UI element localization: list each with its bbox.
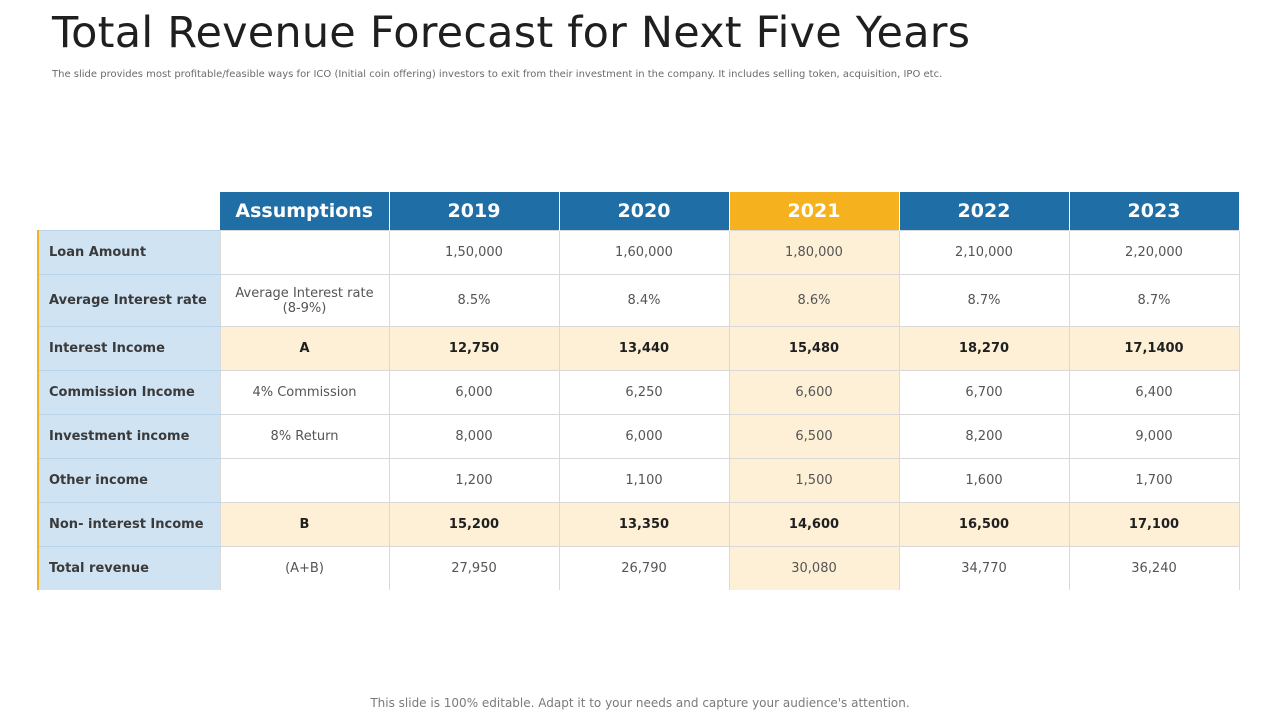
value-cell: 15,480 bbox=[728, 326, 900, 371]
header-corner bbox=[38, 192, 220, 231]
table-row-total-revenue: Total revenue (A+B) 27,950 26,790 30,080… bbox=[37, 546, 1240, 590]
value-cell: 6,400 bbox=[1068, 370, 1240, 415]
value-cell: 6,500 bbox=[728, 414, 900, 459]
value-cell: 6,250 bbox=[558, 370, 730, 415]
value-cell: 8.4% bbox=[558, 274, 730, 327]
value-cell: 6,700 bbox=[898, 370, 1070, 415]
table-row-commission-income: Commission Income 4% Commission 6,000 6,… bbox=[37, 370, 1240, 415]
assumption-cell bbox=[219, 230, 390, 275]
value-cell: 17,100 bbox=[1068, 502, 1240, 547]
value-cell: 15,200 bbox=[388, 502, 560, 547]
table-row-investment-income: Investment income 8% Return 8,000 6,000 … bbox=[37, 414, 1240, 459]
value-cell: 2,10,000 bbox=[898, 230, 1070, 275]
row-label: Non- interest Income bbox=[37, 502, 221, 547]
row-label: Total revenue bbox=[37, 546, 221, 590]
value-cell: 9,000 bbox=[1068, 414, 1240, 459]
row-label: Average Interest rate bbox=[37, 274, 221, 327]
header-year-2020: 2020 bbox=[559, 192, 730, 231]
header-year-2021: 2021 bbox=[729, 192, 900, 231]
row-label: Other income bbox=[37, 458, 221, 503]
value-cell: 8,000 bbox=[388, 414, 560, 459]
value-cell: 26,790 bbox=[558, 546, 730, 590]
value-cell: 1,600 bbox=[898, 458, 1070, 503]
header-year-2022: 2022 bbox=[899, 192, 1070, 231]
value-cell: 1,100 bbox=[558, 458, 730, 503]
value-cell: 6,000 bbox=[388, 370, 560, 415]
slide-title: Total Revenue Forecast for Next Five Yea… bbox=[52, 8, 971, 58]
value-cell: 8.5% bbox=[388, 274, 560, 327]
slide-subtitle: The slide provides most profitable/feasi… bbox=[52, 69, 943, 80]
table-row-average-interest-rate: Average Interest rate Average Interest r… bbox=[37, 274, 1240, 327]
value-cell: 6,000 bbox=[558, 414, 730, 459]
value-cell: 12,750 bbox=[388, 326, 560, 371]
value-cell: 1,700 bbox=[1068, 458, 1240, 503]
table-row-other-income: Other income 1,200 1,100 1,500 1,600 1,7… bbox=[37, 458, 1240, 503]
value-cell: 1,200 bbox=[388, 458, 560, 503]
value-cell: 1,60,000 bbox=[558, 230, 730, 275]
row-label: Commission Income bbox=[37, 370, 221, 415]
value-cell: 2,20,000 bbox=[1068, 230, 1240, 275]
assumption-cell: (A+B) bbox=[219, 546, 390, 590]
header-year-2023: 2023 bbox=[1069, 192, 1240, 231]
value-cell: 8.7% bbox=[1068, 274, 1240, 327]
header-assumptions: Assumptions bbox=[220, 192, 390, 231]
value-cell: 8.7% bbox=[898, 274, 1070, 327]
assumption-cell: A bbox=[219, 326, 390, 371]
value-cell: 34,770 bbox=[898, 546, 1070, 590]
value-cell: 13,440 bbox=[558, 326, 730, 371]
value-cell: 27,950 bbox=[388, 546, 560, 590]
table-row-loan-amount: Loan Amount 1,50,000 1,60,000 1,80,000 2… bbox=[37, 230, 1240, 275]
value-cell: 14,600 bbox=[728, 502, 900, 547]
value-cell: 13,350 bbox=[558, 502, 730, 547]
assumption-cell: Average Interest rate (8-9%) bbox=[219, 274, 390, 327]
row-label: Interest Income bbox=[37, 326, 221, 371]
value-cell: 1,500 bbox=[728, 458, 900, 503]
table-row-non-interest-income: Non- interest Income B 15,200 13,350 14,… bbox=[37, 502, 1240, 547]
table-row-interest-income: Interest Income A 12,750 13,440 15,480 1… bbox=[37, 326, 1240, 371]
value-cell: 30,080 bbox=[728, 546, 900, 590]
assumption-cell: 8% Return bbox=[219, 414, 390, 459]
row-label: Investment income bbox=[37, 414, 221, 459]
revenue-forecast-table: Assumptions 2019 2020 2021 2022 2023 Loa… bbox=[37, 192, 1240, 590]
row-label: Loan Amount bbox=[37, 230, 221, 275]
value-cell: 6,600 bbox=[728, 370, 900, 415]
value-cell: 8.6% bbox=[728, 274, 900, 327]
value-cell: 17,1400 bbox=[1068, 326, 1240, 371]
value-cell: 8,200 bbox=[898, 414, 1070, 459]
assumption-cell: B bbox=[219, 502, 390, 547]
header-year-2019: 2019 bbox=[389, 192, 560, 231]
assumption-cell bbox=[219, 458, 390, 503]
slide-footer: This slide is 100% editable. Adapt it to… bbox=[370, 696, 910, 710]
value-cell: 1,80,000 bbox=[728, 230, 900, 275]
table-header-row: Assumptions 2019 2020 2021 2022 2023 bbox=[38, 192, 1240, 231]
value-cell: 1,50,000 bbox=[388, 230, 560, 275]
value-cell: 36,240 bbox=[1068, 546, 1240, 590]
assumption-cell: 4% Commission bbox=[219, 370, 390, 415]
value-cell: 18,270 bbox=[898, 326, 1070, 371]
value-cell: 16,500 bbox=[898, 502, 1070, 547]
